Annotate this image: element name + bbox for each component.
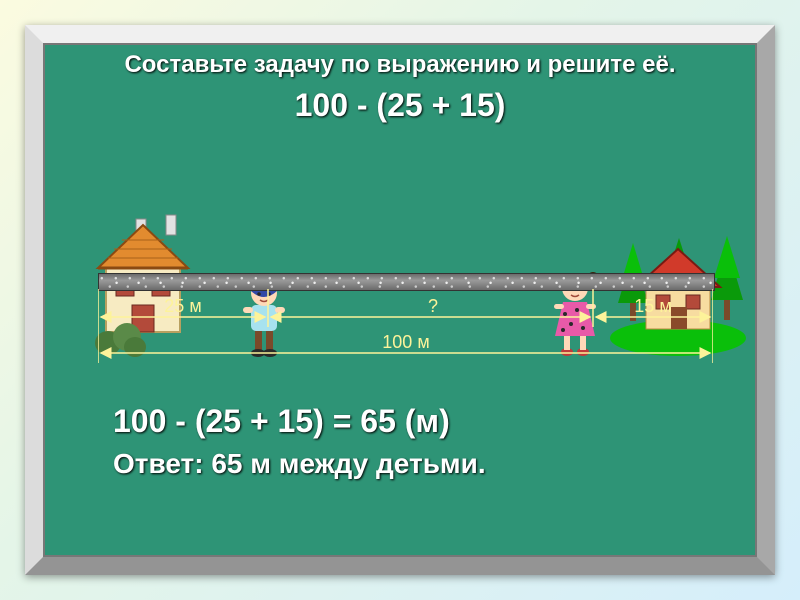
dim-label-right: 15 м (634, 296, 671, 316)
picture-frame: Составьте задачу по выражению и решите е… (25, 25, 775, 575)
problem-title: Составьте задачу по выражению и решите е… (43, 51, 757, 79)
answer-text: Ответ: 65 м между детьми. (113, 448, 486, 480)
problem-expression: 100 - (25 + 15) (43, 87, 757, 124)
dim-label-total: 100 м (382, 332, 429, 352)
dim-label-middle: ? (428, 296, 438, 316)
dim-label-left: 25 м (164, 296, 201, 316)
chalkboard: Составьте задачу по выражению и решите е… (43, 43, 757, 557)
scene (43, 123, 757, 283)
dimension-diagram: 25 м ? 15 м 100 м (98, 287, 713, 387)
page-background: Составьте задачу по выражению и решите е… (0, 0, 800, 600)
answer-calculation: 100 - (25 + 15) = 65 (м) (113, 403, 450, 440)
